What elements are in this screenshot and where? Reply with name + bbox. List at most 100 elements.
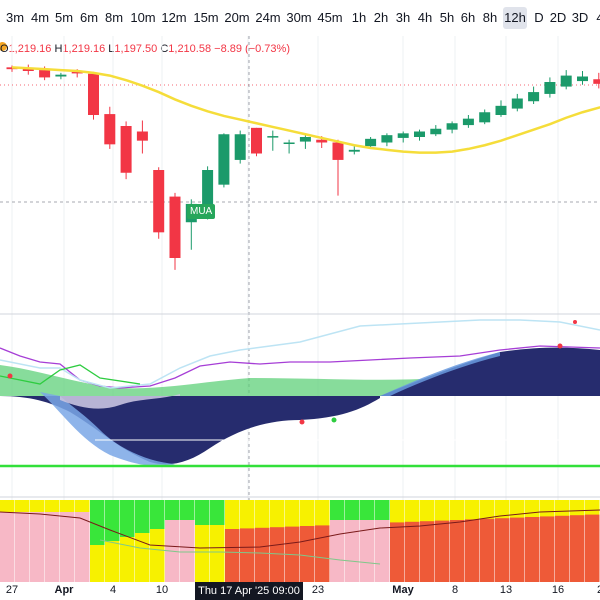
timeframe-1h[interactable]: 1h <box>351 10 367 25</box>
timeframe-30m[interactable]: 30m <box>286 10 312 25</box>
candle-body <box>511 98 523 109</box>
change-value: −8.89 (−0.73%) <box>214 43 290 55</box>
strip-trend-line-green <box>99 539 381 565</box>
candle-body <box>479 112 491 123</box>
strip-bar <box>555 515 570 582</box>
strip-bar <box>525 517 540 582</box>
dot-marker <box>573 320 577 324</box>
blue-wave-right <box>380 352 500 396</box>
strip-bar-top <box>90 500 105 545</box>
dot-marker <box>331 417 337 423</box>
timeframe-20m[interactable]: 20m <box>224 10 250 25</box>
time-axis-tick: Apr <box>54 584 74 596</box>
strip-bar <box>60 512 75 582</box>
signal-strip-pane <box>0 500 600 582</box>
timeframe-6m[interactable]: 6m <box>79 10 99 25</box>
timeframe-4m[interactable]: 4m <box>30 10 50 25</box>
strip-bar <box>435 520 450 582</box>
strip-bar <box>540 516 555 582</box>
timeframe-3D[interactable]: 3D <box>571 10 589 25</box>
time-axis-tick: 23 <box>311 584 325 596</box>
timeframe-4h[interactable]: 4h <box>417 10 433 25</box>
candle-body <box>414 131 425 137</box>
candle-body <box>39 70 51 78</box>
candle-body <box>348 149 360 152</box>
timeframe-15m[interactable]: 15m <box>193 10 219 25</box>
timeframe-5m[interactable]: 5m <box>54 10 74 25</box>
strip-bar-top <box>360 500 375 520</box>
oscillator-pane <box>0 319 600 468</box>
close-label: C <box>160 43 169 55</box>
candle-body <box>104 114 116 145</box>
time-axis-tick: May <box>392 584 414 596</box>
strip-bar <box>510 517 525 582</box>
timeframe-2h[interactable]: 2h <box>373 10 389 25</box>
candle-body <box>153 170 165 233</box>
ohlc-legend: O1,219.16 H1,219.16 L1,197.50 C1,210.58 … <box>0 40 290 58</box>
strip-bar-top <box>120 500 135 537</box>
timeframe-12h[interactable]: 12h <box>503 7 527 29</box>
settings-icon[interactable] <box>0 42 7 51</box>
strip-bar <box>270 527 285 582</box>
open-value: 1,219.16 <box>8 43 52 55</box>
candle-body <box>22 68 34 71</box>
timeframe-8h[interactable]: 8h <box>482 10 498 25</box>
candles <box>6 64 600 270</box>
strip-bar <box>360 512 375 582</box>
candle-body <box>316 139 328 143</box>
candle-body <box>446 123 458 130</box>
strip-bar <box>15 512 30 582</box>
strip-bar-top <box>180 500 195 520</box>
chart-canvas[interactable] <box>0 0 600 582</box>
high-label: H <box>54 43 63 55</box>
strip-bar <box>420 521 435 582</box>
macd-negative-area <box>0 396 380 465</box>
candle-body <box>528 92 540 102</box>
strip-bar <box>465 519 480 582</box>
dot-marker <box>299 419 305 425</box>
grid-lines <box>0 36 600 582</box>
strip-bar-top <box>135 500 150 533</box>
mua-marker-label: MUA <box>187 204 216 219</box>
blue-wave <box>40 392 175 467</box>
candle-body <box>169 196 181 258</box>
strip-bar <box>405 521 420 582</box>
dot-marker <box>557 343 563 349</box>
strip-bar-top <box>330 500 345 520</box>
candle-body <box>560 75 572 87</box>
timeframe-D[interactable]: D <box>534 10 544 25</box>
time-axis-tick: 4 <box>109 584 117 596</box>
low-label: L <box>108 43 115 55</box>
timeframe-24m[interactable]: 24m <box>255 10 281 25</box>
timeframe-8m[interactable]: 8m <box>104 10 124 25</box>
strip-bar-top <box>165 500 180 520</box>
candle-body <box>332 142 344 160</box>
strip-bar <box>225 529 240 582</box>
timeframe-3h[interactable]: 3h <box>395 10 411 25</box>
strip-bar <box>300 526 315 582</box>
candle-body <box>299 137 311 142</box>
timeframe-4[interactable]: 4 <box>596 10 600 25</box>
timeframe-6h[interactable]: 6h <box>460 10 476 25</box>
close-value: 1,210.58 <box>168 43 212 55</box>
timeframe-10m[interactable]: 10m <box>130 10 156 25</box>
timeframe-45m[interactable]: 45m <box>317 10 343 25</box>
strip-bar <box>240 528 255 582</box>
candle-body <box>88 73 99 115</box>
strip-bar-top <box>210 500 225 525</box>
timeframe-2D[interactable]: 2D <box>549 10 567 25</box>
strip-bar <box>570 515 585 582</box>
dot-marker <box>7 373 13 379</box>
strip-bar <box>45 512 60 582</box>
strip-bar-top <box>105 500 120 541</box>
crosshair-time-label: Thu 17 Apr '25 09:00 <box>195 582 303 600</box>
candle-body <box>202 170 214 217</box>
timeframe-toolbar: 3m 4m 5m 6m 8m 10m 12m 15m 20m 24m 30m 45m 1h 2h 3h 4h 5… <box>0 0 600 36</box>
strip-bar <box>345 512 360 582</box>
timeframe-5h[interactable]: 5h <box>439 10 455 25</box>
time-axis-tick: 2 <box>597 584 600 596</box>
strip-bar <box>165 512 180 582</box>
timeframe-3m[interactable]: 3m <box>5 10 25 25</box>
timeframe-12m[interactable]: 12m <box>161 10 187 25</box>
high-value: 1,219.16 <box>62 43 106 55</box>
